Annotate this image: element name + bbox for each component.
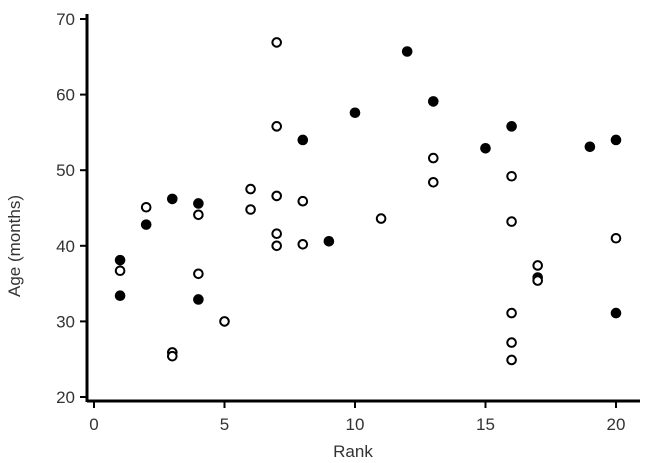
x-tick-label-20: 20 <box>607 415 626 434</box>
hollow-point-12 <box>271 228 283 240</box>
hollow-point-24 <box>532 260 544 271</box>
hollow-point-26 <box>610 232 622 244</box>
y-tick-label-40: 40 <box>56 237 75 256</box>
y-tick-label-70: 70 <box>56 10 75 29</box>
filled-point-16 <box>610 307 622 319</box>
tick-labels: 0 5 10 15 20 20 30 40 50 60 70 <box>56 10 625 434</box>
data-points <box>114 37 622 366</box>
x-tick-label-15: 15 <box>476 415 495 434</box>
hollow-point-11 <box>271 190 283 202</box>
x-tick-label-10: 10 <box>346 415 365 434</box>
hollow-point-21 <box>506 307 517 319</box>
hollow-point-10 <box>271 121 283 132</box>
hollow-point-3 <box>167 350 178 362</box>
tick-marks <box>80 18 617 408</box>
filled-point-9 <box>401 46 413 57</box>
filled-point-10 <box>428 96 439 107</box>
y-tick-label-60: 60 <box>56 86 75 105</box>
hollow-point-8 <box>245 204 256 215</box>
filled-point-7 <box>323 235 335 247</box>
filled-point-14 <box>584 141 596 153</box>
x-tick-label-5: 5 <box>220 415 229 434</box>
filled-point-15 <box>610 134 622 146</box>
hollow-point-13 <box>271 240 283 252</box>
hollow-point-14 <box>297 195 309 207</box>
hollow-point-1 <box>140 201 152 213</box>
hollow-point-20 <box>506 216 517 227</box>
x-axis-title: Rank <box>333 442 373 461</box>
filled-point-3 <box>167 193 178 205</box>
filled-point-12 <box>506 121 517 132</box>
x-tick-label-0: 0 <box>89 415 98 434</box>
hollow-point-16 <box>375 213 387 224</box>
hollow-point-9 <box>271 37 283 48</box>
filled-point-1 <box>114 290 126 301</box>
hollow-point-4 <box>193 209 204 221</box>
hollow-point-25 <box>532 275 544 286</box>
filled-point-2 <box>140 219 152 230</box>
hollow-point-17 <box>428 152 439 164</box>
y-tick-label-50: 50 <box>56 161 75 180</box>
hollow-point-18 <box>428 176 439 188</box>
hollow-point-15 <box>297 238 309 250</box>
hollow-point-19 <box>506 170 517 182</box>
hollow-point-23 <box>506 354 517 366</box>
filled-point-5 <box>193 294 204 305</box>
hollow-point-6 <box>219 316 230 327</box>
hollow-point-5 <box>193 268 204 280</box>
filled-point-4 <box>193 198 204 209</box>
y-axis-title: Age (months) <box>5 195 24 297</box>
y-tick-label-30: 30 <box>56 312 75 331</box>
filled-point-11 <box>480 142 491 154</box>
y-tick-label-20: 20 <box>56 388 75 407</box>
filled-point-8 <box>349 107 361 119</box>
hollow-point-0 <box>114 265 126 277</box>
filled-point-6 <box>297 134 309 146</box>
filled-point-0 <box>114 254 126 266</box>
hollow-point-7 <box>245 183 256 195</box>
hollow-point-22 <box>506 337 517 348</box>
